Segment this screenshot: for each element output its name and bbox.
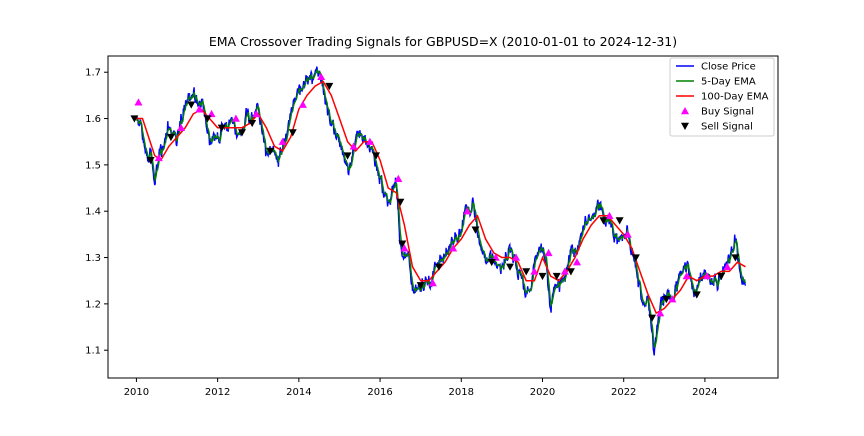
buy-signal-marker xyxy=(349,142,358,150)
sell-signal-marker xyxy=(434,263,443,271)
buy-signal-marker xyxy=(154,153,163,162)
sell-signal-marker xyxy=(471,226,480,234)
series-5-day-ema xyxy=(136,69,747,348)
y-tick-label: 1.7 xyxy=(85,68,101,79)
x-tick-label: 2010 xyxy=(124,387,149,398)
x-tick-label: 2024 xyxy=(692,387,717,398)
buy-signal-marker xyxy=(530,267,539,275)
buy-signal-marker xyxy=(491,253,500,261)
x-tick-label: 2018 xyxy=(449,387,474,398)
y-axis: 1.1 1.2 1.3 1.4 1.5 1.6 1.7 xyxy=(85,68,108,357)
buy-signal-marker xyxy=(400,244,409,252)
sell-signal-marker xyxy=(398,240,407,248)
sell-signal-marker xyxy=(731,254,740,262)
x-axis: 2010 2012 2014 2016 2018 2020 2022 2024 xyxy=(124,378,718,398)
buy-signal-marker xyxy=(231,114,240,122)
buy-signal-marker xyxy=(365,137,374,145)
buy-signal-marker xyxy=(278,137,287,145)
sell-signal-marker xyxy=(325,82,334,91)
buy-signal-marker xyxy=(252,109,261,118)
buy-signal-marker xyxy=(463,207,472,215)
plot-frame xyxy=(107,55,779,379)
legend-swatch xyxy=(681,122,689,130)
buy-signal-marker xyxy=(702,272,711,280)
x-tick-label: 2022 xyxy=(611,387,636,398)
y-tick-label: 1.1 xyxy=(85,346,101,357)
buy-signal-marker xyxy=(668,295,677,303)
y-tick-label: 1.6 xyxy=(85,114,101,125)
legend-box xyxy=(669,57,775,137)
sell-signal-marker xyxy=(248,119,257,128)
y-tick-label: 1.5 xyxy=(85,160,101,171)
sell-signal-marker xyxy=(396,198,405,206)
series-100-day-ema xyxy=(136,80,746,315)
sell-signal-marker xyxy=(615,217,624,225)
buy-signal-marker xyxy=(560,267,569,275)
sell-signal-marker xyxy=(187,101,196,109)
buy-signal-marker xyxy=(134,98,143,106)
sell-signal-marker xyxy=(599,217,608,225)
sell-signal-marker xyxy=(566,268,575,276)
legend-label: Close Price xyxy=(701,62,756,73)
sell-signal-marker xyxy=(506,263,514,271)
sell-signal-marker xyxy=(487,258,496,267)
legend-label: Sell Signal xyxy=(701,122,753,133)
buy-signal-marker xyxy=(449,244,458,252)
sell-signal-marker xyxy=(552,272,561,281)
sell-signal-marker xyxy=(372,152,380,160)
buy-signal-marker xyxy=(298,100,307,108)
buy-signal-marker xyxy=(195,105,204,113)
buy-signal-marker xyxy=(605,211,614,220)
x-tick-label: 2016 xyxy=(367,387,392,398)
sell-signal-marker xyxy=(146,157,155,165)
x-tick-label: 2012 xyxy=(205,387,230,398)
sell-signal-marker xyxy=(692,291,701,299)
sell-signal-marker xyxy=(266,147,275,155)
buy-signal-marker xyxy=(544,248,553,257)
sell-signal-marker xyxy=(648,314,657,322)
legend-swatch xyxy=(681,107,689,115)
sell-signal-marker xyxy=(631,254,640,262)
sell-signal-marker xyxy=(522,268,531,276)
sell-signal-marker xyxy=(662,296,671,304)
sell-signal-marker xyxy=(238,129,246,137)
sell-signal-marker xyxy=(538,272,547,281)
legend-label: Buy Signal xyxy=(701,107,754,118)
buy-signal-marker xyxy=(656,309,665,317)
plot-area xyxy=(130,66,747,356)
buy-signal-marker xyxy=(177,123,186,132)
chart-title: EMA Crossover Trading Signals for GBPUSD… xyxy=(209,34,677,49)
legend-label: 100-Day EMA xyxy=(701,92,769,103)
series-close-price xyxy=(136,66,747,356)
sell-signal-marker xyxy=(416,282,425,290)
buy-signal-marker xyxy=(512,253,521,261)
buy-signal-marker xyxy=(207,109,216,118)
legend-label: 5-Day EMA xyxy=(701,77,756,88)
buy-signal-marker xyxy=(394,174,403,182)
legend: Close Price 5-Day EMA 100-Day EMA Buy Signa… xyxy=(669,57,775,137)
y-tick-label: 1.2 xyxy=(85,299,101,310)
buy-signal-marker xyxy=(682,272,691,280)
buy-signal-marker xyxy=(317,72,326,81)
buy-signal-marker xyxy=(723,262,732,271)
sell-signal-marker xyxy=(203,115,212,123)
x-tick-label: 2014 xyxy=(286,387,311,398)
sell-signal-marker xyxy=(343,152,352,160)
sell-signal-marker xyxy=(217,124,226,132)
sell-signal-marker xyxy=(288,129,297,137)
y-tick-label: 1.4 xyxy=(85,207,101,218)
buy-signal-marker xyxy=(428,279,437,287)
x-tick-label: 2020 xyxy=(530,387,555,398)
buy-signal-marker xyxy=(573,258,581,266)
buy-signal-marker xyxy=(623,230,632,238)
sell-signal-marker xyxy=(717,272,726,281)
sell-signal-marker xyxy=(130,115,139,123)
sell-signal-marker xyxy=(166,133,175,142)
y-tick-label: 1.3 xyxy=(85,253,101,264)
